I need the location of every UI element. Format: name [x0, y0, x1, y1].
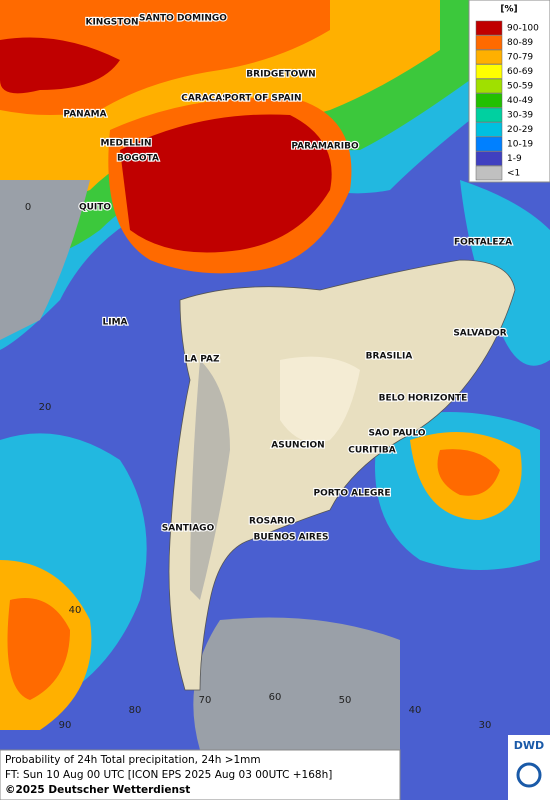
grid-label: 30: [479, 720, 492, 731]
city-label: SANTO DOMINGO: [139, 14, 227, 24]
legend-title: [%]: [500, 5, 517, 15]
legend-swatch: [475, 93, 503, 108]
city-label: QUITO: [79, 203, 111, 213]
city-label: ROSARIO: [249, 517, 295, 527]
grid-label: 70: [199, 695, 212, 706]
grid-label: 80: [129, 705, 142, 716]
legend-label: 30-39: [507, 111, 533, 121]
legend-label: 1-9: [507, 154, 522, 164]
city-label: LA PAZ: [184, 355, 220, 365]
legend-label: 70-79: [507, 53, 533, 63]
grid-label: 50: [339, 695, 352, 706]
city-label: CARACAS: [181, 94, 229, 104]
city-label: PANAMA: [63, 110, 106, 120]
legend-label: 60-69: [507, 67, 533, 77]
city-label: CURITIBA: [348, 446, 396, 456]
city-label: BUENOS AIRES: [254, 533, 329, 543]
city-label: PARAMARIBO: [291, 142, 359, 152]
footer-line: FT: Sun 10 Aug 00 UTC [ICON EPS 2025 Aug…: [5, 769, 332, 781]
city-label: BELO HORIZONTE: [379, 394, 468, 404]
legend-label: 10-19: [507, 140, 533, 150]
city-label: KINGSTON: [85, 18, 138, 28]
precip-field: [0, 0, 550, 750]
city-label: LIMA: [102, 318, 127, 328]
legend-label: 90-100: [507, 24, 539, 34]
city-label: SAO PAULO: [368, 429, 425, 439]
legend-label: 80-89: [507, 38, 533, 48]
legend-swatch: [475, 151, 503, 166]
logo-icon: [516, 762, 542, 788]
city-label: FORTALEZA: [454, 238, 512, 248]
city-label: SALVADOR: [453, 329, 506, 339]
city-label: MEDELLIN: [100, 139, 151, 149]
grid-label: 40: [409, 705, 422, 716]
footer-line: Probability of 24h Total precipitation, …: [5, 754, 261, 766]
grid-label: 20: [39, 402, 52, 413]
copyright: ©2025 Deutscher Wetterdienst: [5, 784, 190, 796]
plain: [280, 356, 360, 443]
legend-label: 20-29: [507, 125, 533, 135]
city-label: BRIDGETOWN: [246, 70, 315, 80]
legend-swatch: [475, 78, 503, 94]
legend-swatch: [475, 107, 503, 123]
city-label: BRASILIA: [366, 352, 413, 362]
logo-box: [508, 735, 550, 800]
legend-label: 40-49: [507, 96, 533, 106]
legend-label: <1: [507, 169, 520, 179]
city-label: PORTO ALEGRE: [313, 489, 390, 499]
legend-swatch: [475, 165, 503, 181]
land: [168, 259, 516, 691]
city-label: BOGOTA: [117, 154, 159, 164]
city-label: ASUNCION: [271, 441, 324, 451]
legend-swatch: [475, 136, 503, 152]
legend-swatch: [475, 122, 503, 137]
legend: [%] 90-100 80-89 70-79 60-69 50-59 40-49 30-39…: [468, 0, 550, 183]
legend-swatch: [475, 35, 503, 50]
city-label: SANTIAGO: [162, 524, 215, 534]
legend-swatch: [475, 49, 503, 65]
andes: [190, 360, 230, 600]
grid-label: 90: [59, 720, 72, 731]
logo: DWD: [514, 739, 544, 752]
legend-label: 50-59: [507, 82, 533, 92]
footer-box: [0, 749, 401, 800]
grid-label: 40: [69, 605, 82, 616]
legend-swatch: [475, 20, 503, 36]
grid-label: 0: [25, 202, 31, 213]
legend-swatch: [475, 64, 503, 79]
city-label: PORT OF SPAIN: [224, 94, 301, 104]
grid-label: 60: [269, 692, 282, 703]
